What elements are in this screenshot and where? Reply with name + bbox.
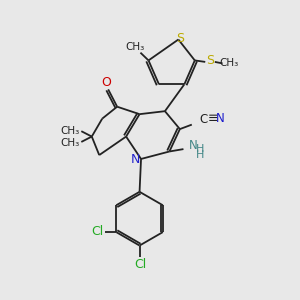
Text: Cl: Cl: [134, 258, 146, 271]
Text: CH₃: CH₃: [60, 137, 80, 148]
Text: H: H: [196, 150, 204, 160]
Text: O: O: [101, 76, 111, 89]
Text: H: H: [196, 144, 204, 154]
Text: S: S: [206, 54, 214, 67]
Text: C: C: [200, 113, 208, 126]
Text: CH₃: CH₃: [60, 126, 80, 136]
Text: Cl: Cl: [92, 225, 104, 238]
Text: S: S: [176, 32, 184, 45]
Text: N: N: [216, 112, 225, 124]
Text: N: N: [189, 139, 198, 152]
Text: CH₃: CH₃: [125, 42, 145, 52]
Text: CH₃: CH₃: [219, 58, 238, 68]
Text: N: N: [131, 153, 140, 166]
Text: ≡: ≡: [208, 112, 218, 125]
